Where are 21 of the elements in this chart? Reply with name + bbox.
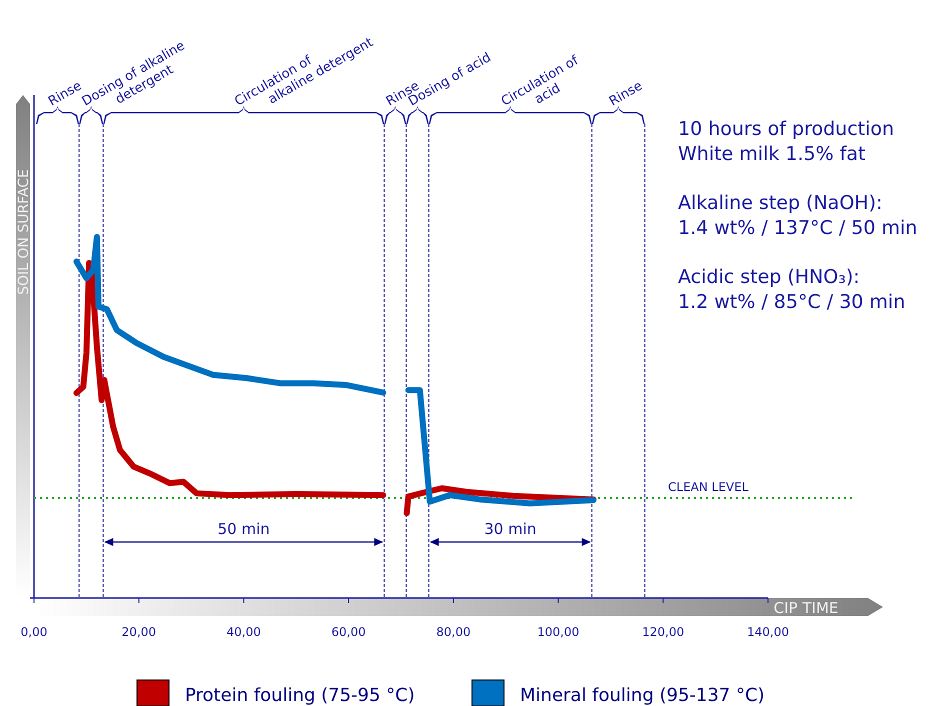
y-axis-title: SOIL ON SURFACE (16, 169, 32, 295)
annotation: Acidic step (HNO₃): (678, 266, 860, 288)
x-tick-label: 0,00 (20, 625, 48, 639)
x-tick-label: 100,00 (537, 625, 580, 639)
text: 10 hours of production (678, 118, 894, 140)
legend-label: Mineral fouling (95-137 °C) (520, 685, 765, 706)
legend-label: Protein fouling (75-95 °C) (185, 685, 415, 706)
text: White milk 1.5% fat (678, 143, 866, 165)
annotation: 30 min (484, 520, 536, 538)
x-tick-label: 20,00 (122, 625, 156, 639)
ref-line-label: CLEAN LEVEL (668, 480, 749, 494)
text: Alkaline step (NaOH): (678, 192, 882, 214)
annotation: 1.4 wt% / 137°C / 50 min (678, 217, 918, 239)
annotation: 50 min (218, 520, 270, 538)
x-tick-label: 140,00 (747, 625, 789, 639)
x-tick-label: 80,00 (436, 625, 471, 639)
x-tick-label: 40,00 (226, 625, 261, 639)
x-axis-title: CIP TIME (774, 599, 838, 617)
x-tick-label: 120,00 (642, 625, 684, 639)
x-tick-label: 60,00 (331, 625, 366, 639)
annotation: 1.2 wt% / 85°C / 30 min (678, 291, 906, 313)
